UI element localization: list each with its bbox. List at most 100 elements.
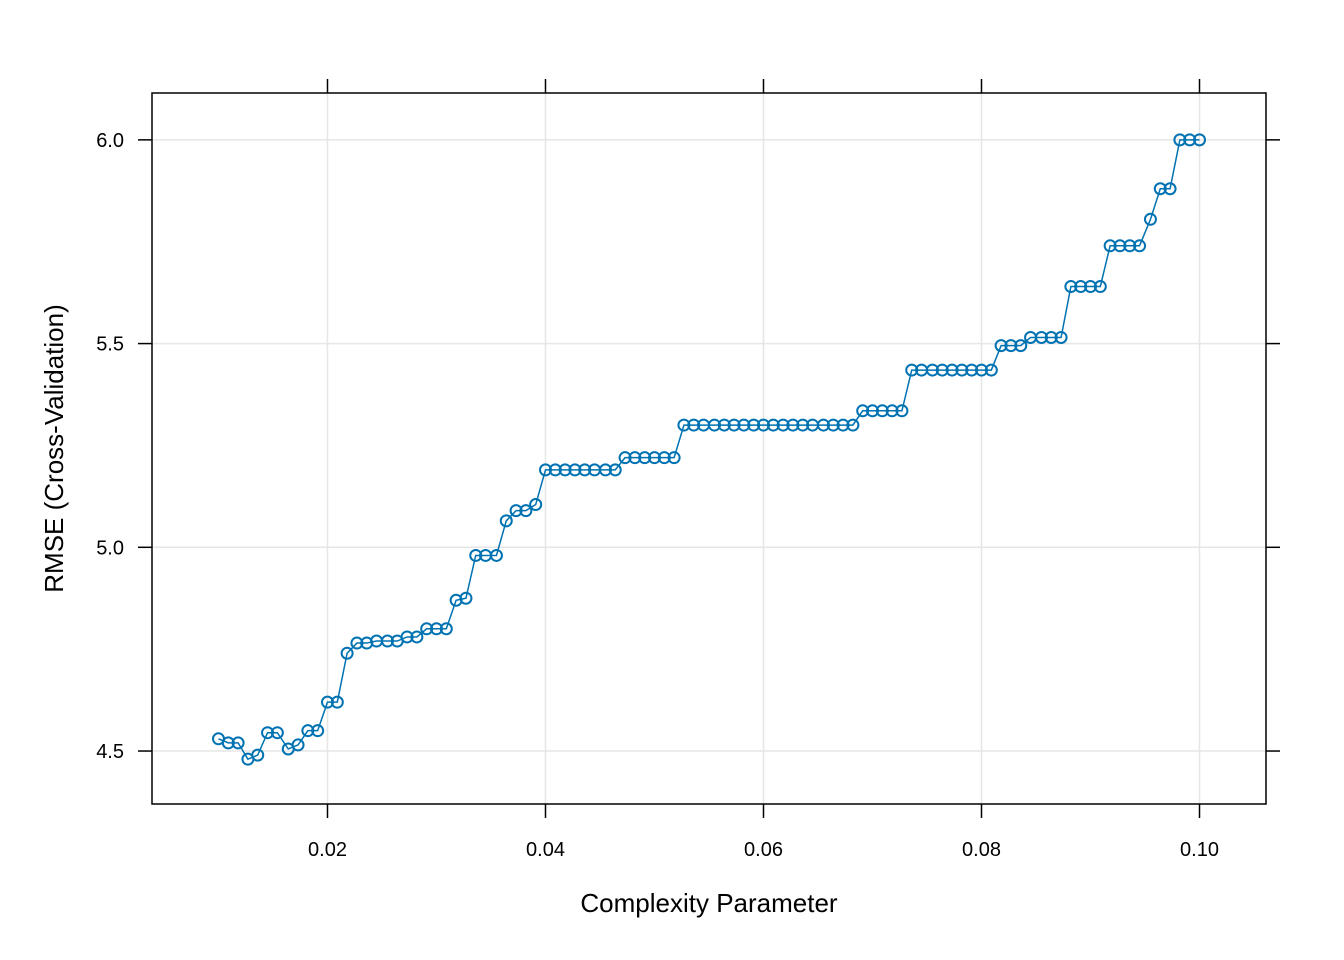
data-point: [1034, 330, 1048, 344]
data-point: [1044, 330, 1058, 344]
data-point: [786, 418, 800, 432]
data-point: [1143, 212, 1157, 226]
data-point: [737, 418, 751, 432]
data-point: [1054, 330, 1068, 344]
data-point: [380, 634, 394, 648]
data-point: [707, 418, 721, 432]
data-point: [320, 695, 334, 709]
x-tick-label: 0.10: [1180, 839, 1219, 861]
data-point: [647, 451, 661, 465]
data-point: [925, 363, 939, 377]
x-tick-label: 0.02: [308, 839, 347, 861]
data-point: [270, 726, 284, 740]
data-point: [330, 695, 344, 709]
data-point: [1084, 280, 1098, 294]
data-point: [856, 404, 870, 418]
ticks: 0.02 0.04 0.06 0.08 0.10 4.5 5.0 5.5 6.0: [96, 79, 1280, 861]
data-point: [727, 418, 741, 432]
plot-frame: [151, 92, 1267, 805]
data-point: [1183, 133, 1197, 147]
data-point: [885, 404, 899, 418]
data-point: [1113, 239, 1127, 253]
data-point: [1064, 280, 1078, 294]
y-tick-label: 5.5: [96, 334, 124, 356]
data-point: [350, 636, 364, 650]
data-point: [231, 736, 245, 750]
data-point: [975, 363, 989, 377]
data-point: [1153, 182, 1167, 196]
data-point: [301, 724, 315, 738]
data-point: [499, 514, 513, 528]
data-point: [538, 463, 552, 477]
data-point: [955, 363, 969, 377]
x-tick-label: 0.04: [526, 839, 565, 861]
data-point: [429, 622, 443, 636]
y-tick-label: 6.0: [96, 130, 124, 152]
data-point: [935, 363, 949, 377]
data-point: [1014, 339, 1028, 353]
data-point: [638, 451, 652, 465]
data-point: [687, 418, 701, 432]
y-tick-label: 5.0: [96, 537, 124, 559]
data-point: [984, 363, 998, 377]
data-point: [598, 463, 612, 477]
data-point: [608, 463, 622, 477]
data-point: [1123, 239, 1137, 253]
data-point: [1133, 239, 1147, 253]
data-point: [875, 404, 889, 418]
data-point: [836, 418, 850, 432]
data-point: [796, 418, 810, 432]
data-point: [469, 548, 483, 562]
data-point: [1103, 239, 1117, 253]
data-point: [439, 622, 453, 636]
data-point: [1193, 133, 1207, 147]
data-point: [677, 418, 691, 432]
gridlines: [152, 93, 1266, 804]
data-point: [519, 504, 533, 518]
data-point: [846, 418, 860, 432]
x-tick-label: 0.08: [962, 839, 1001, 861]
data-point: [251, 748, 265, 762]
data-point: [410, 630, 424, 644]
data-point: [311, 724, 325, 738]
series-layer: [211, 133, 1207, 766]
data-point: [657, 451, 671, 465]
data-point: [261, 726, 275, 740]
data-point: [509, 504, 523, 518]
data-point: [1173, 133, 1187, 147]
data-point: [340, 646, 354, 660]
data-point: [291, 738, 305, 752]
data-point: [1004, 339, 1018, 353]
data-point: [578, 463, 592, 477]
data-point: [717, 418, 731, 432]
data-point: [905, 363, 919, 377]
data-point: [776, 418, 790, 432]
data-point: [965, 363, 979, 377]
data-point: [221, 736, 235, 750]
data-point: [747, 418, 761, 432]
data-point: [816, 418, 830, 432]
data-point: [826, 418, 840, 432]
data-point: [400, 630, 414, 644]
data-point: [568, 463, 582, 477]
data-point: [1074, 280, 1088, 294]
data-point: [994, 339, 1008, 353]
data-point: [667, 451, 681, 465]
data-point: [1093, 280, 1107, 294]
series-line: [218, 139, 1200, 761]
data-point: [529, 498, 543, 512]
data-point: [945, 363, 959, 377]
data-point: [628, 451, 642, 465]
data-point: [618, 451, 632, 465]
x-axis-title: Complexity Parameter: [580, 888, 838, 918]
data-point: [548, 463, 562, 477]
data-point: [489, 548, 503, 562]
y-tick-label: 4.5: [96, 741, 124, 763]
data-point: [459, 591, 473, 605]
data-point: [866, 404, 880, 418]
data-point: [766, 418, 780, 432]
x-tick-label: 0.06: [744, 839, 783, 861]
data-point: [757, 418, 771, 432]
data-point: [895, 404, 909, 418]
